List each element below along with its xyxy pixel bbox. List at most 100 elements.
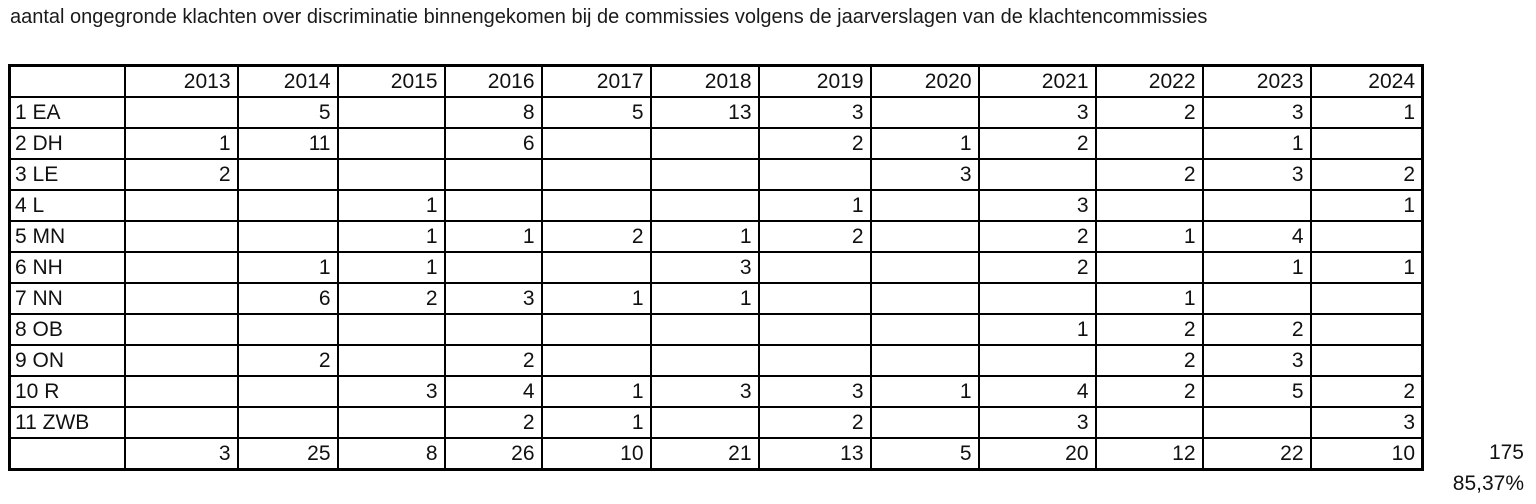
row-label: 1 EA <box>8 96 126 129</box>
table-row: 7 NN 6 2 3 1 1 1 <box>8 282 1424 315</box>
table-row: 11 ZWB 2 1 2 3 3 <box>8 406 1424 439</box>
value-cell <box>1309 127 1424 160</box>
value-cell: 3 <box>1309 406 1424 439</box>
value-cell <box>757 251 872 284</box>
value-cell: 3 <box>649 251 760 284</box>
value-cell: 6 <box>236 282 339 315</box>
value-cell: 2 <box>236 344 339 377</box>
value-cell <box>649 189 760 222</box>
row-label: 2 DH <box>8 127 126 160</box>
value-cell <box>336 406 446 439</box>
value-cell <box>236 158 339 191</box>
value-cell <box>336 96 446 129</box>
table-row: 2 DH 1 11 6 2 1 2 1 <box>8 127 1424 160</box>
value-cell: 1 <box>443 220 543 253</box>
value-cell <box>1201 282 1312 315</box>
total-cell: 8 <box>336 437 446 471</box>
value-cell: 1 <box>1201 127 1312 160</box>
value-cell <box>336 158 446 191</box>
value-cell: 3 <box>443 282 543 315</box>
value-cell <box>236 313 339 346</box>
value-cell <box>649 344 760 377</box>
row-label: 11 ZWB <box>8 406 126 439</box>
value-cell <box>123 251 239 284</box>
value-cell <box>649 406 760 439</box>
value-cell <box>869 189 980 222</box>
year-header-2014: 2014 <box>236 64 339 98</box>
value-cell <box>649 158 760 191</box>
table-row: 3 LE 2 3 2 3 2 <box>8 158 1424 191</box>
table-row: 1 EA 5 8 5 13 3 3 2 3 1 <box>8 96 1424 129</box>
value-cell: 1 <box>1201 251 1312 284</box>
value-cell <box>1201 189 1312 222</box>
row-label <box>8 437 126 471</box>
percentage-total: 85,37% <box>1452 472 1524 495</box>
total-cell: 25 <box>236 437 339 471</box>
totals-row: 3 25 8 26 10 21 13 5 20 12 22 10 <box>8 437 1424 471</box>
value-cell: 1 <box>1309 189 1424 222</box>
value-cell: 2 <box>1094 375 1204 408</box>
year-header-2017: 2017 <box>540 64 652 98</box>
value-cell <box>540 313 652 346</box>
table-extras: 175 85,37% <box>1453 437 1524 499</box>
value-cell <box>757 158 872 191</box>
value-cell <box>540 344 652 377</box>
value-cell: 2 <box>540 220 652 253</box>
value-cell <box>869 282 980 315</box>
year-header-2024: 2024 <box>1309 64 1424 98</box>
row-label: 8 OB <box>8 313 126 346</box>
value-cell <box>1201 406 1312 439</box>
value-cell <box>1094 406 1204 439</box>
value-cell <box>1309 344 1424 377</box>
value-cell: 3 <box>649 375 760 408</box>
value-cell <box>540 189 652 222</box>
value-cell: 2 <box>1201 313 1312 346</box>
value-cell: 1 <box>540 406 652 439</box>
value-cell: 4 <box>977 375 1097 408</box>
value-cell <box>757 313 872 346</box>
year-header-2023: 2023 <box>1201 64 1312 98</box>
value-cell: 1 <box>1309 251 1424 284</box>
total-cell: 20 <box>977 437 1097 471</box>
value-cell: 5 <box>540 96 652 129</box>
grand-total: 175 <box>1488 441 1524 464</box>
value-cell <box>869 313 980 346</box>
row-label: 7 NN <box>8 282 126 315</box>
value-cell <box>236 406 339 439</box>
value-cell: 1 <box>649 282 760 315</box>
value-cell: 2 <box>757 127 872 160</box>
year-header-2015: 2015 <box>336 64 446 98</box>
value-cell: 1 <box>869 127 980 160</box>
value-cell <box>123 189 239 222</box>
row-label: 5 MN <box>8 220 126 253</box>
value-cell: 2 <box>123 158 239 191</box>
table-row: 4 L 1 1 3 1 <box>8 189 1424 222</box>
value-cell: 3 <box>1201 344 1312 377</box>
value-cell: 1 <box>336 220 446 253</box>
value-cell: 2 <box>977 127 1097 160</box>
value-cell: 3 <box>977 406 1097 439</box>
value-cell <box>649 127 760 160</box>
value-cell <box>443 313 543 346</box>
row-label: 6 NH <box>8 251 126 284</box>
value-cell: 3 <box>757 375 872 408</box>
total-cell: 26 <box>443 437 543 471</box>
value-cell: 2 <box>1094 96 1204 129</box>
value-cell <box>443 189 543 222</box>
total-cell: 21 <box>649 437 760 471</box>
value-cell <box>123 375 239 408</box>
value-cell: 5 <box>236 96 339 129</box>
complaints-table: 2013 2014 2015 2016 2017 2018 2019 2020 2021 2022… <box>8 64 1424 471</box>
value-cell: 13 <box>649 96 760 129</box>
total-cell: 5 <box>869 437 980 471</box>
table-row: 8 OB 1 2 2 <box>8 313 1424 346</box>
value-cell: 3 <box>977 189 1097 222</box>
value-cell: 4 <box>443 375 543 408</box>
value-cell <box>869 344 980 377</box>
value-cell <box>1094 189 1204 222</box>
total-cell: 12 <box>1094 437 1204 471</box>
value-cell <box>540 251 652 284</box>
value-cell: 2 <box>443 406 543 439</box>
value-cell <box>236 189 339 222</box>
